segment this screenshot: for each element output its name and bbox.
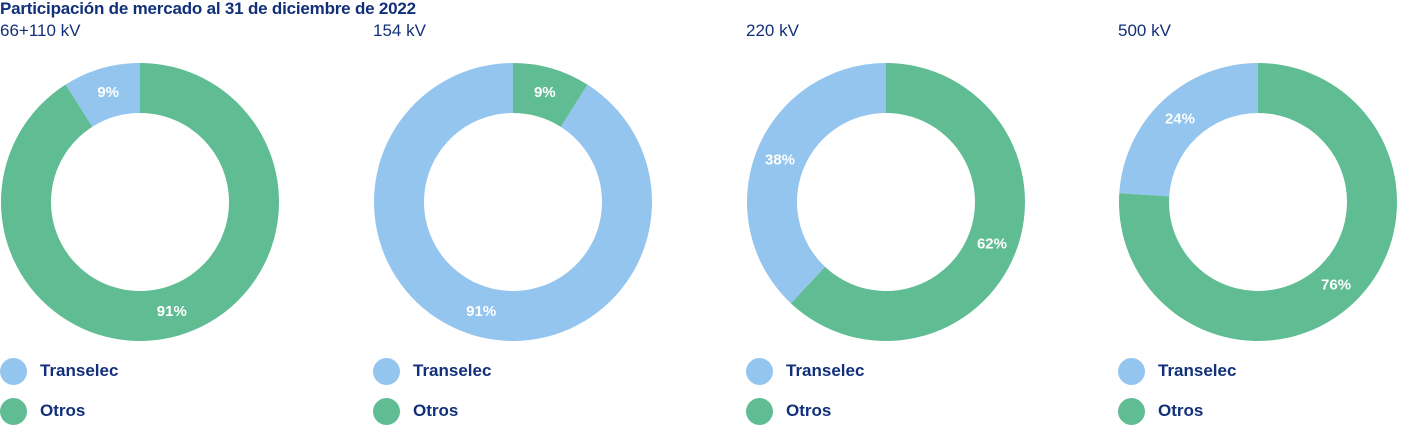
slice-data-label: 62% bbox=[977, 235, 1007, 252]
legend-item-transelec: Transelec bbox=[0, 357, 118, 385]
chart-panel-500kv: 500 kV 24% 76% Transelec Otros bbox=[1118, 0, 1416, 427]
legend-label: Otros bbox=[1158, 401, 1204, 420]
panel-subtitle: 220 kV bbox=[746, 21, 799, 40]
legend-item-transelec: Transelec bbox=[373, 357, 491, 385]
chart-title: Participación de mercado al 31 de diciem… bbox=[0, 0, 416, 18]
slice-data-label: 38% bbox=[765, 152, 795, 169]
legend-swatch-transelec bbox=[746, 357, 773, 385]
legend-item-otros: Otros bbox=[373, 397, 458, 425]
slice-data-label: 9% bbox=[97, 84, 119, 101]
legend-item-transelec: Transelec bbox=[746, 357, 864, 385]
donut-slice-otros bbox=[513, 63, 588, 127]
donut-slice-otros bbox=[1119, 63, 1397, 341]
chart-panel-154kv: 154 kV 91% 9% Transelec Otros bbox=[373, 0, 703, 427]
legend-swatch-transelec bbox=[1118, 357, 1145, 385]
legend-label: Otros bbox=[413, 401, 459, 420]
legend-item-otros: Otros bbox=[0, 397, 85, 425]
legend-label: Otros bbox=[786, 401, 832, 420]
slice-data-label: 9% bbox=[534, 84, 556, 101]
donut-slice-transelec bbox=[747, 62, 886, 304]
legend-label: Transelec bbox=[40, 361, 119, 380]
legend-label: Transelec bbox=[786, 361, 865, 380]
donut-chart: 38% 62% bbox=[747, 62, 1025, 341]
panel-subtitle: 154 kV bbox=[373, 21, 426, 40]
legend-item-otros: Otros bbox=[1118, 397, 1203, 425]
donut-slice-otros bbox=[0, 63, 279, 341]
donut-chart: 24% 76% bbox=[1119, 63, 1397, 341]
donut-slice-transelec bbox=[65, 63, 140, 127]
donut-slice-transelec bbox=[374, 63, 652, 341]
chart-panel-66-110kv: 66+110 kV 9% 91% Transelec Otros bbox=[0, 0, 330, 427]
donut-slice-transelec bbox=[1119, 63, 1258, 197]
slice-data-label: 76% bbox=[1321, 277, 1351, 294]
legend-item-otros: Otros bbox=[746, 397, 831, 425]
donut-chart: 91% 9% bbox=[374, 63, 652, 341]
legend-item-transelec: Transelec bbox=[1118, 357, 1236, 385]
donut-chart: 9% 91% bbox=[0, 63, 279, 341]
legend-swatch-otros bbox=[373, 397, 400, 425]
legend-label: Transelec bbox=[1158, 361, 1237, 380]
slice-data-label: 91% bbox=[466, 303, 496, 320]
legend-swatch-otros bbox=[746, 397, 773, 425]
donut-slice-otros bbox=[790, 63, 1025, 341]
legend-swatch-otros bbox=[0, 397, 27, 425]
slice-data-label: 24% bbox=[1165, 110, 1195, 127]
legend-swatch-otros bbox=[1118, 397, 1145, 425]
panel-subtitle: 66+110 kV bbox=[0, 21, 81, 40]
legend-label: Transelec bbox=[413, 361, 492, 380]
legend-swatch-transelec bbox=[373, 357, 400, 385]
slice-data-label: 91% bbox=[157, 303, 187, 320]
legend-swatch-transelec bbox=[0, 357, 27, 385]
legend-label: Otros bbox=[40, 401, 86, 420]
panel-subtitle: 500 kV bbox=[1118, 21, 1171, 40]
chart-panel-220kv: 220 kV 38% 62% Transelec Otros bbox=[746, 0, 1076, 427]
